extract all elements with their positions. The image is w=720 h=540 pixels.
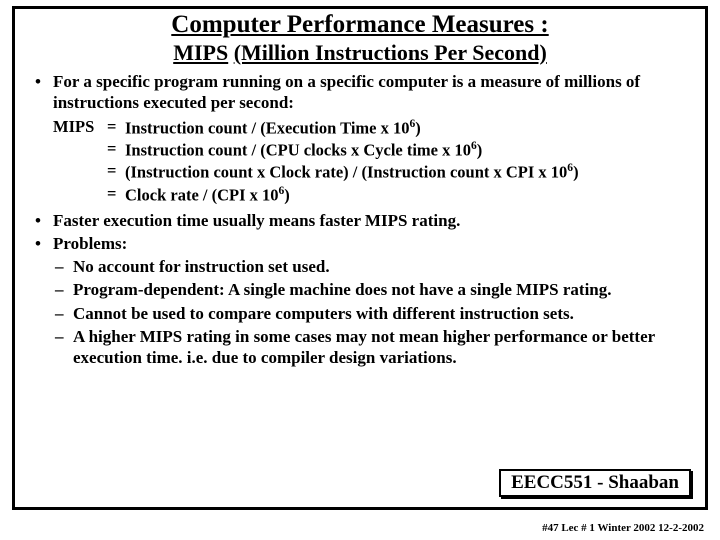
problem-1: No account for instruction set used. bbox=[53, 256, 695, 277]
problem-2: Program-dependent: A single machine does… bbox=[53, 279, 695, 300]
subtitle-paren: (Million Instructions Per Second) bbox=[234, 40, 547, 65]
equals-sign: = bbox=[107, 117, 125, 139]
bullet-intro: For a specific program running on a spec… bbox=[31, 71, 695, 114]
slide-footer: #47 Lec # 1 Winter 2002 12-2-2002 bbox=[542, 522, 704, 534]
formula-row-3: = (Instruction count x Clock rate) / (In… bbox=[53, 161, 695, 183]
problem-3: Cannot be used to compare computers with… bbox=[53, 303, 695, 324]
formula-expr-1: Instruction count / (Execution Time x 10… bbox=[125, 117, 695, 139]
formula-block: MIPS = Instruction count / (Execution Ti… bbox=[53, 117, 695, 206]
formula-expr-3: (Instruction count x Clock rate) / (Inst… bbox=[125, 161, 695, 183]
problem-4: A higher MIPS rating in some cases may n… bbox=[53, 326, 695, 369]
course-box: EECC551 - Shaaban bbox=[499, 469, 691, 497]
formula-row-1: MIPS = Instruction count / (Execution Ti… bbox=[53, 117, 695, 139]
formula-label: MIPS bbox=[53, 117, 107, 139]
equals-sign: = bbox=[107, 161, 125, 183]
equals-sign: = bbox=[107, 139, 125, 161]
subtitle-label: MIPS bbox=[173, 40, 228, 65]
slide-content: For a specific program running on a spec… bbox=[25, 71, 695, 369]
equals-sign: = bbox=[107, 184, 125, 206]
formula-row-2: = Instruction count / (CPU clocks x Cycl… bbox=[53, 139, 695, 161]
formula-row-4: = Clock rate / (CPI x 106) bbox=[53, 184, 695, 206]
slide-title: Computer Performance Measures : bbox=[25, 11, 695, 39]
bullet-problems: Problems: No account for instruction set… bbox=[31, 233, 695, 369]
formula-expr-4: Clock rate / (CPI x 106) bbox=[125, 184, 695, 206]
bullet-faster: Faster execution time usually means fast… bbox=[31, 210, 695, 231]
slide-frame: Computer Performance Measures : MIPS (Mi… bbox=[12, 6, 708, 510]
formula-expr-2: Instruction count / (CPU clocks x Cycle … bbox=[125, 139, 695, 161]
problems-label: Problems: bbox=[53, 234, 127, 253]
slide-subtitle: MIPS (Million Instructions Per Second) bbox=[25, 41, 695, 65]
